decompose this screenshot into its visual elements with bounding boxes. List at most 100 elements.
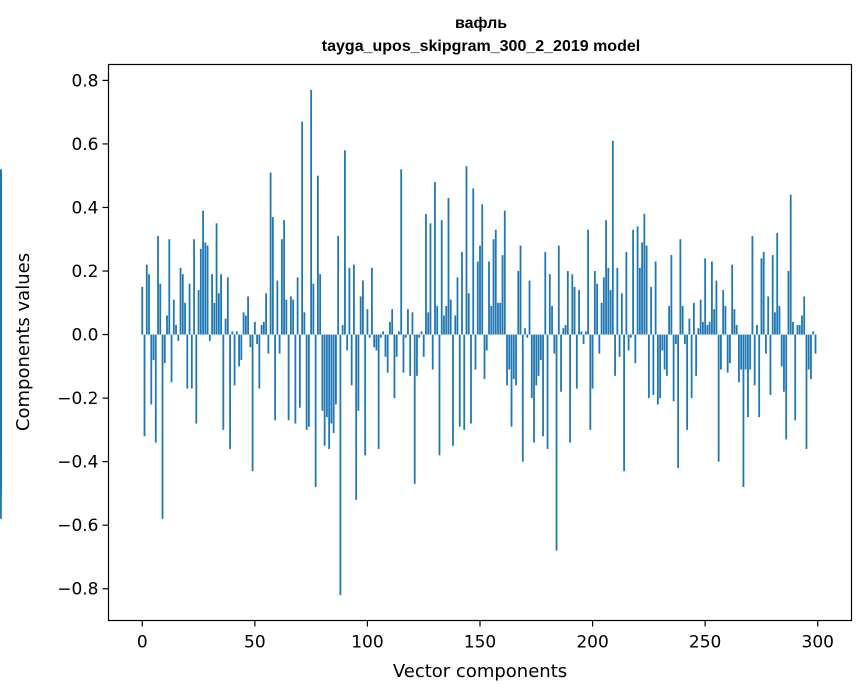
bar bbox=[276, 280, 279, 335]
bar bbox=[386, 334, 389, 373]
bar bbox=[668, 305, 671, 335]
bar bbox=[229, 334, 231, 449]
bar bbox=[575, 334, 578, 389]
bar bbox=[355, 334, 358, 500]
bar bbox=[616, 267, 619, 335]
bar bbox=[411, 312, 414, 335]
bar bbox=[416, 334, 418, 376]
bar bbox=[738, 334, 740, 383]
bar bbox=[384, 334, 387, 357]
bar bbox=[587, 229, 589, 335]
bar bbox=[274, 334, 277, 421]
bar bbox=[780, 334, 783, 367]
bar bbox=[605, 220, 607, 335]
bar bbox=[497, 302, 499, 335]
bar bbox=[260, 325, 263, 335]
bar bbox=[546, 334, 549, 449]
x-tick-label: 50 bbox=[244, 633, 266, 653]
bar bbox=[539, 334, 542, 360]
bar bbox=[339, 334, 342, 596]
bar bbox=[571, 274, 574, 335]
bar bbox=[798, 325, 801, 335]
x-tick-label: 250 bbox=[689, 633, 721, 653]
bar bbox=[695, 334, 698, 376]
bar bbox=[253, 321, 256, 335]
bar bbox=[161, 334, 164, 519]
bar bbox=[589, 334, 592, 430]
bar bbox=[298, 334, 301, 408]
y-tick-label: 0.8 bbox=[71, 71, 98, 91]
bar bbox=[681, 305, 684, 335]
bar bbox=[470, 334, 472, 424]
bar bbox=[753, 334, 756, 386]
bar bbox=[711, 261, 713, 335]
bar bbox=[796, 325, 799, 335]
bar bbox=[188, 283, 191, 335]
bar bbox=[427, 312, 430, 335]
bar bbox=[256, 334, 258, 345]
bar bbox=[803, 296, 806, 335]
bar bbox=[362, 280, 364, 335]
bar bbox=[758, 334, 761, 418]
bar bbox=[634, 334, 637, 364]
x-tick-label: 150 bbox=[464, 633, 496, 653]
bar bbox=[357, 334, 360, 411]
bar bbox=[366, 309, 369, 335]
bar bbox=[389, 321, 391, 335]
bar bbox=[650, 286, 653, 335]
bar bbox=[465, 166, 468, 335]
bar bbox=[485, 334, 488, 351]
bar bbox=[377, 334, 380, 449]
bar bbox=[287, 334, 290, 421]
bar bbox=[238, 334, 240, 367]
bar bbox=[197, 290, 200, 335]
bar bbox=[337, 236, 340, 335]
y-tick-label: −0.2 bbox=[57, 389, 98, 409]
bar bbox=[479, 245, 481, 335]
bar bbox=[193, 239, 195, 335]
bar bbox=[404, 334, 407, 338]
bar bbox=[467, 293, 470, 335]
bar bbox=[163, 334, 166, 364]
bar bbox=[735, 325, 738, 335]
bar bbox=[247, 296, 249, 335]
bar bbox=[488, 261, 490, 335]
bar bbox=[172, 299, 175, 335]
bar bbox=[143, 334, 146, 437]
bar bbox=[490, 305, 493, 335]
bar bbox=[141, 286, 144, 335]
bar bbox=[704, 258, 707, 335]
y-tick-label: −0.8 bbox=[57, 580, 98, 600]
bar bbox=[747, 334, 749, 418]
bar bbox=[341, 325, 344, 335]
bar bbox=[231, 331, 234, 335]
bar bbox=[175, 325, 177, 335]
bar bbox=[515, 334, 517, 386]
bar bbox=[249, 334, 252, 348]
bar bbox=[395, 334, 398, 357]
bar bbox=[530, 334, 533, 399]
bar bbox=[407, 309, 409, 335]
bar bbox=[555, 334, 558, 551]
bar bbox=[413, 334, 416, 484]
bar bbox=[211, 274, 213, 335]
bar bbox=[717, 334, 720, 462]
bar bbox=[600, 302, 603, 335]
bar bbox=[458, 334, 461, 427]
bar bbox=[524, 328, 526, 335]
bar bbox=[787, 271, 790, 335]
x-tick-label: 100 bbox=[351, 633, 383, 653]
bar bbox=[654, 261, 657, 335]
bar bbox=[190, 334, 193, 389]
bar bbox=[776, 232, 779, 335]
bar bbox=[699, 299, 702, 335]
y-tick-label: 0.4 bbox=[71, 198, 98, 218]
bar bbox=[499, 302, 502, 335]
bar bbox=[692, 302, 695, 335]
bar bbox=[672, 334, 675, 402]
bar bbox=[335, 334, 337, 405]
bar bbox=[168, 239, 171, 335]
bar bbox=[289, 296, 292, 335]
bar bbox=[636, 226, 639, 335]
bar bbox=[731, 264, 734, 335]
